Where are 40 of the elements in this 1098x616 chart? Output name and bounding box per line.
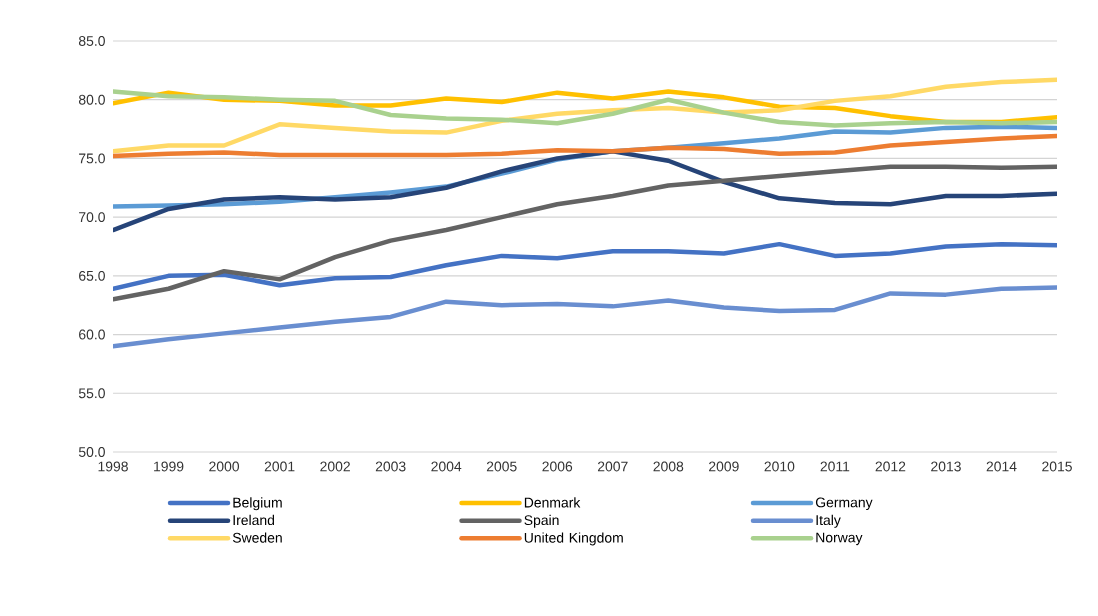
x-tick-label: 2009 (709, 461, 739, 472)
y-tick-label: 85.0 (78, 36, 105, 46)
legend-label: Germany (815, 497, 873, 511)
x-tick-label: 1999 (154, 461, 184, 472)
y-tick-label: 80.0 (78, 94, 105, 105)
line-series (113, 77, 1058, 154)
x-tick-label: 2005 (486, 461, 517, 472)
legend-label: Spain (524, 514, 559, 528)
line-series (113, 164, 1058, 302)
x-tick-label: 2008 (653, 461, 684, 472)
y-tick-label: 55.0 (78, 388, 105, 399)
x-tick-label: 2007 (597, 461, 628, 472)
y-tick-label: 75.0 (79, 153, 105, 164)
x-tick-label: 2002 (320, 461, 350, 472)
x-tick-label: 2006 (542, 461, 573, 472)
x-tick-label: 2000 (209, 461, 240, 472)
legend-label: Ireland (233, 514, 275, 526)
y-tick-label: 50.0 (78, 447, 105, 457)
x-tick-label: 2004 (431, 461, 462, 472)
x-tick-label: 2010 (764, 461, 795, 472)
x-tick-label: 2013 (931, 461, 961, 472)
x-tick-label: 2011 (820, 461, 850, 472)
y-tick-label: 60.0 (79, 329, 105, 340)
line-series (113, 149, 1058, 233)
y-tick-label: 65.0 (79, 270, 105, 281)
x-tick-label: 2014 (986, 461, 1017, 472)
x-tick-label: 2003 (375, 461, 406, 472)
line-series (113, 241, 1058, 292)
legend-label: Denmark (524, 497, 581, 508)
line-series (113, 285, 1058, 349)
legend-label: Italy (816, 514, 841, 528)
legend-label: United Kingdom (524, 532, 623, 546)
legend-label: Sweden (232, 532, 282, 543)
x-tick-label: 1998 (98, 461, 128, 472)
legend-label: Belgium (233, 497, 282, 511)
legend-label: Norway (816, 532, 863, 546)
x-tick-label: 2015 (1042, 461, 1072, 472)
x-tick-label: 2012 (875, 461, 906, 472)
y-tick-label: 70.0 (79, 212, 105, 223)
x-tick-label: 2001 (264, 461, 295, 472)
